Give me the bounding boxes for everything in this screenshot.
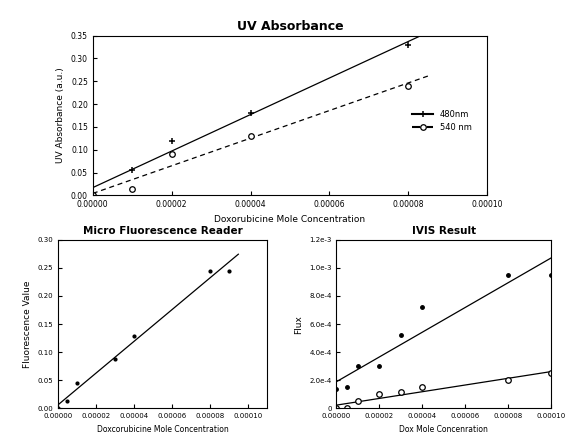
Title: IVIS Result: IVIS Result bbox=[412, 226, 476, 236]
Y-axis label: Fluorescence Value: Fluorescence Value bbox=[23, 280, 32, 368]
Legend: 480nm, 540 nm: 480nm, 540 nm bbox=[409, 107, 475, 135]
Title: Micro Fluorescence Reader: Micro Fluorescence Reader bbox=[82, 226, 242, 236]
Title: UV Absorbance: UV Absorbance bbox=[237, 20, 343, 33]
Y-axis label: Flux: Flux bbox=[295, 315, 303, 333]
X-axis label: Dox Mole Concenration: Dox Mole Concenration bbox=[399, 425, 488, 434]
X-axis label: Doxcorubicine Mole Concentration: Doxcorubicine Mole Concentration bbox=[96, 425, 229, 434]
Y-axis label: UV Absorbance (a.u.): UV Absorbance (a.u.) bbox=[56, 67, 66, 163]
X-axis label: Doxorubicine Mole Concentration: Doxorubicine Mole Concentration bbox=[215, 215, 365, 224]
